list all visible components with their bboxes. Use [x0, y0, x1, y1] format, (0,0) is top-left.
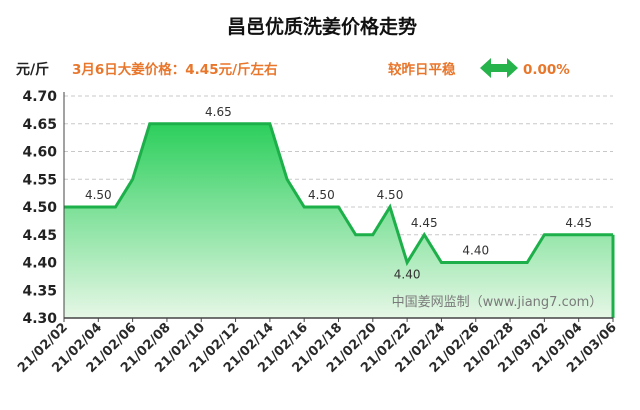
data-label: 4.40 [462, 244, 489, 258]
y-tick-label: 4.30 [22, 311, 57, 327]
data-label: 4.50 [377, 188, 404, 202]
price-area [64, 122, 615, 318]
y-tick-label: 4.60 [22, 145, 57, 161]
y-tick-label: 4.70 [22, 89, 57, 105]
change-value: 0.00% [523, 62, 570, 78]
y-tick-label: 4.55 [22, 172, 57, 188]
double-arrow-icon [480, 58, 518, 78]
data-label: 4.50 [308, 188, 335, 202]
y-tick-label: 4.65 [22, 117, 57, 133]
x-axis-ticks: 21/02/0221/02/0421/02/0621/02/0821/02/10… [15, 318, 620, 376]
chart-title: 昌邑优质洗姜价格走势 [227, 15, 417, 38]
change-label: 较昨日平稳 [388, 61, 456, 78]
data-label: 4.50 [85, 188, 112, 202]
y-axis-unit: 元/斤 [16, 61, 49, 78]
data-label: 4.40 [394, 268, 421, 282]
y-axis-ticks: 4.30 4.35 4.40 4.45 4.50 4.55 4.60 4.65 4.70 [22, 89, 57, 327]
y-tick-label: 4.40 [22, 256, 57, 272]
price-series-line [64, 122, 613, 267]
data-labels: 4.50 4.65 4.50 4.50 4.40 4.45 4.40 4.45 [85, 105, 592, 282]
data-label: 4.45 [411, 216, 438, 230]
y-tick-label: 4.35 [22, 283, 57, 299]
price-note: 3月6日大姜价格：4.45元/斤左右 [72, 61, 278, 78]
data-label: 4.45 [565, 216, 592, 230]
data-label: 4.65 [205, 105, 232, 119]
watermark-text: 中国姜网监制（www.jiang7.com） [392, 295, 603, 310]
y-tick-label: 4.50 [22, 200, 57, 216]
price-area-fill [64, 123, 613, 318]
y-tick-label: 4.45 [22, 228, 57, 244]
